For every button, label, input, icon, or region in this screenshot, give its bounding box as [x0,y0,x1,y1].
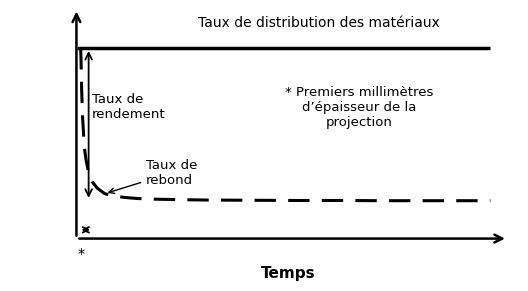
Text: Taux de
rebond: Taux de rebond [109,159,197,194]
Text: Taux de distribution des matériaux: Taux de distribution des matériaux [198,16,440,30]
Text: *: * [77,247,84,261]
Text: Taux de
rendement: Taux de rendement [92,93,165,121]
Text: * Premiers millimètres
d’épaisseur de la
projection: * Premiers millimètres d’épaisseur de la… [286,86,434,129]
Text: Temps: Temps [260,266,315,281]
